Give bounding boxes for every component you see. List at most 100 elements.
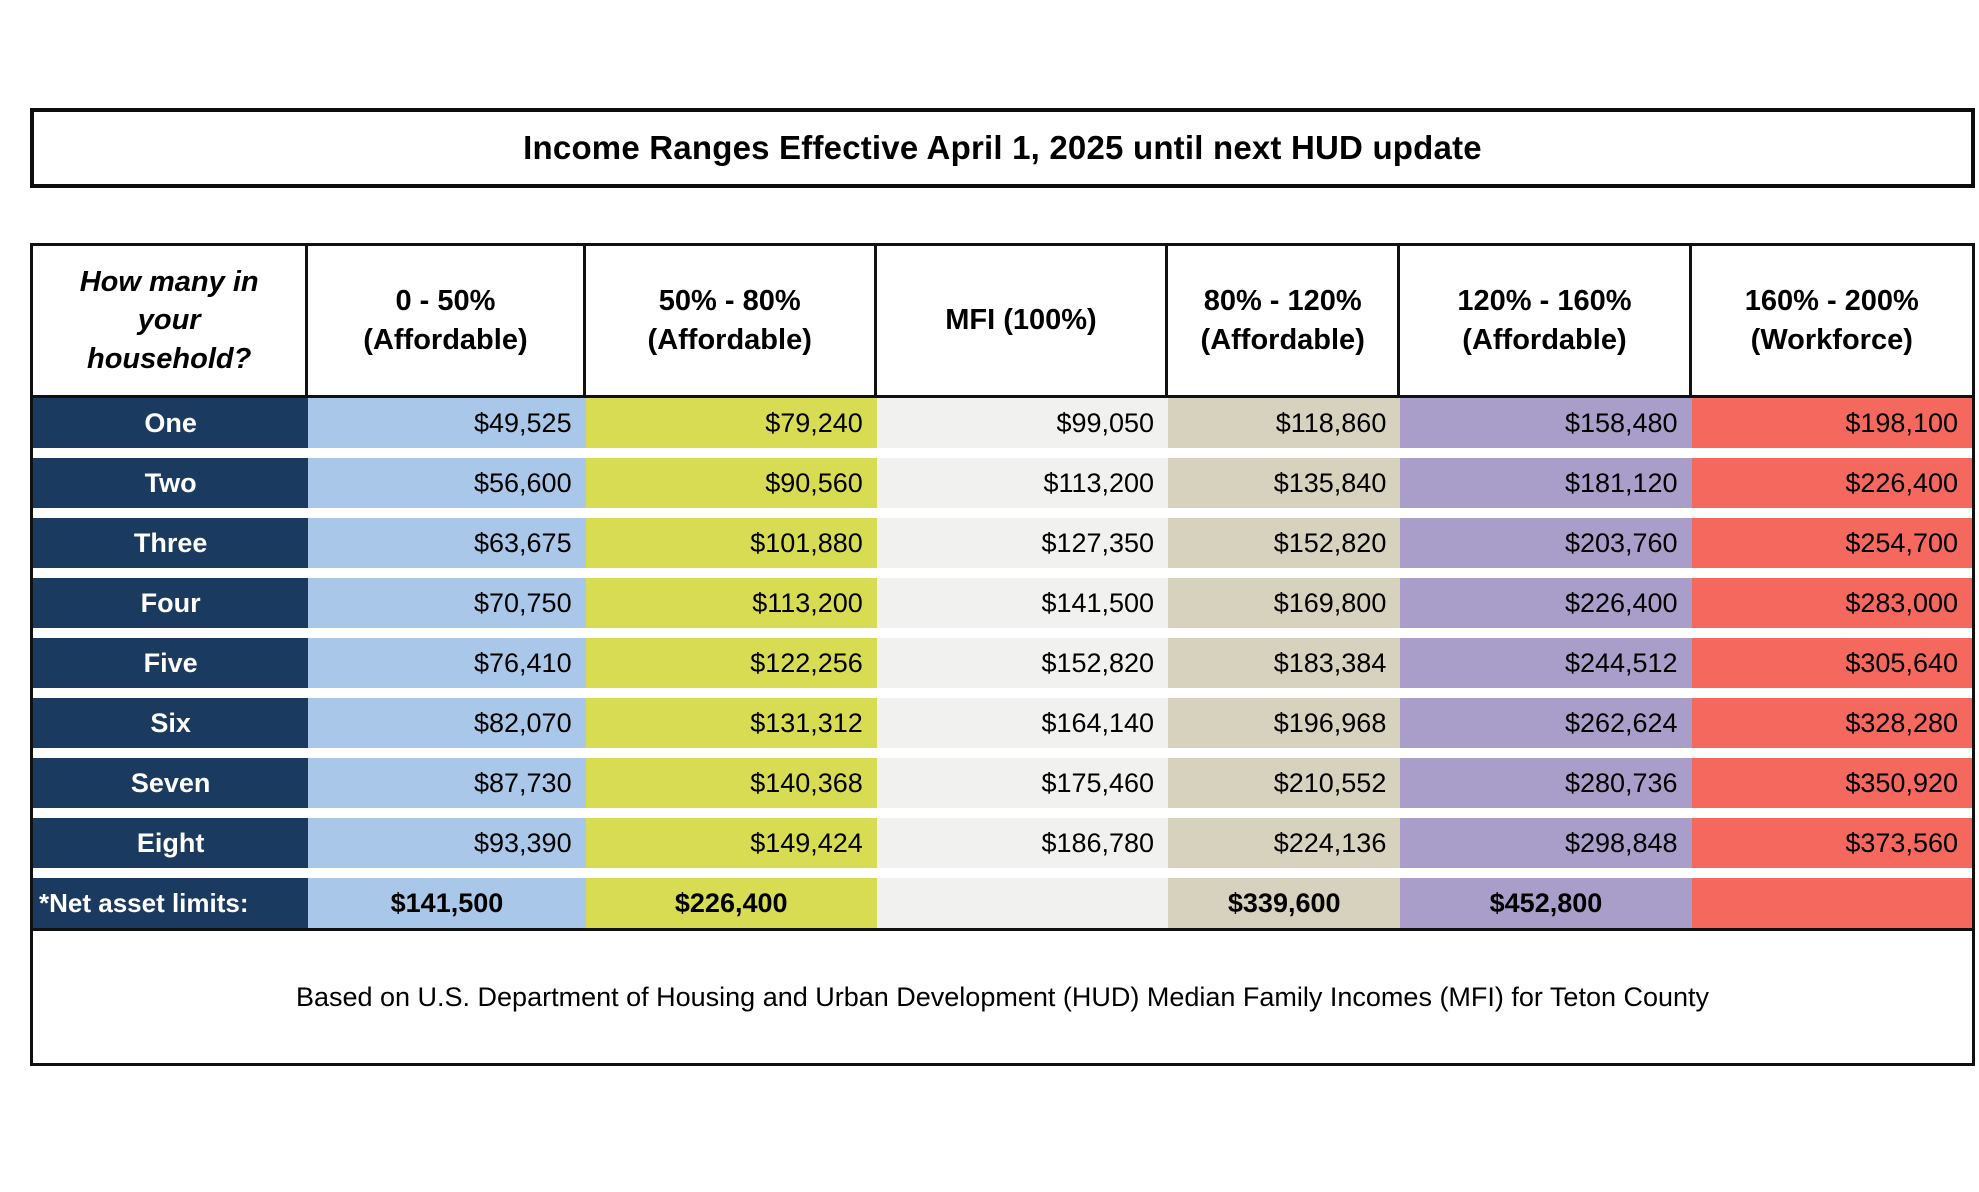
value-cell: $350,920 [1691, 758, 1972, 808]
value-cell: $122,256 [585, 638, 877, 688]
value-cell: $280,736 [1400, 758, 1692, 808]
value-cell: $135,840 [1168, 458, 1401, 508]
page-title: Income Ranges Effective April 1, 2025 un… [523, 129, 1482, 166]
table-body: One $49,525 $79,240 $99,050 $118,860 $158,480… [33, 398, 1972, 928]
value-cell: $140,368 [585, 758, 877, 808]
header-cell-line: 80% - 120% [1203, 285, 1362, 318]
row-label: *Net asset limits: [33, 878, 309, 928]
value-cell: $70,750 [308, 578, 586, 628]
header-cell-5: 120% - 160% (Affordable) [1400, 246, 1692, 395]
header-cell-line: (Affordable) [1200, 323, 1365, 356]
table-row: Seven $87,730 $140,368 $175,460 $210,552 $280… [33, 758, 1972, 808]
header-cell-6: 160% - 200% (Workforce) [1691, 246, 1972, 395]
value-cell: $244,512 [1400, 638, 1692, 688]
value-cell: $79,240 [585, 398, 877, 448]
value-cell: $141,500 [876, 578, 1169, 628]
value-cell: $49,525 [308, 398, 586, 448]
header-cell-line: household? [87, 342, 252, 375]
value-cell: $158,480 [1400, 398, 1692, 448]
value-cell: $196,968 [1168, 698, 1401, 748]
header-cell-line: MFI (100%) [945, 304, 1097, 337]
value-cell: $181,120 [1400, 458, 1692, 508]
value-cell: $152,820 [876, 638, 1169, 688]
value-cell: $226,400 [1400, 578, 1692, 628]
table-row: Two $56,600 $90,560 $113,200 $135,840 $181,12… [33, 458, 1972, 508]
value-cell: $210,552 [1168, 758, 1401, 808]
header-cell-0: How many in your household? [33, 246, 309, 395]
row-label: Five [33, 638, 309, 688]
value-cell: $175,460 [876, 758, 1169, 808]
value-cell: $113,200 [585, 578, 877, 628]
header-cell-line: (Affordable) [1462, 323, 1627, 356]
header-cell-line: (Workforce) [1750, 323, 1913, 356]
table-row: Five $76,410 $122,256 $152,820 $183,384 $244,… [33, 638, 1972, 688]
value-cell: $90,560 [585, 458, 877, 508]
row-label: Six [33, 698, 309, 748]
row-label: Four [33, 578, 309, 628]
value-cell: $328,280 [1691, 698, 1972, 748]
value-cell: $63,675 [308, 518, 586, 568]
value-cell: $76,410 [308, 638, 586, 688]
row-label: One [33, 398, 309, 448]
table-row: Eight $93,390 $149,424 $186,780 $224,136 $298… [33, 818, 1972, 868]
table-row: Four $70,750 $113,200 $141,500 $169,800 $226,… [33, 578, 1972, 628]
value-cell: $149,424 [585, 818, 877, 868]
value-cell: $186,780 [876, 818, 1169, 868]
table-row: One $49,525 $79,240 $99,050 $118,860 $158,480… [33, 398, 1972, 448]
value-cell: $262,624 [1400, 698, 1692, 748]
value-cell: $452,800 [1400, 878, 1692, 928]
value-cell: $254,700 [1691, 518, 1972, 568]
value-cell: $127,350 [876, 518, 1169, 568]
header-cell-line: 50% - 80% [658, 285, 801, 318]
value-cell: $203,760 [1400, 518, 1692, 568]
value-cell: $164,140 [876, 698, 1169, 748]
value-cell [876, 878, 1169, 928]
value-cell: $226,400 [585, 878, 877, 928]
header-cell-3: MFI (100%) [876, 246, 1169, 395]
title-box: Income Ranges Effective April 1, 2025 un… [30, 108, 1975, 188]
header-cell-line: your [137, 304, 201, 337]
header-cell-line: (Affordable) [647, 323, 812, 356]
row-label: Two [33, 458, 309, 508]
table-row: Six $82,070 $131,312 $164,140 $196,968 $262,6… [33, 698, 1972, 748]
value-cell: $131,312 [585, 698, 877, 748]
net-asset-limits-row: *Net asset limits: $141,500 $226,400 $339,6… [33, 878, 1972, 928]
value-cell: $305,640 [1691, 638, 1972, 688]
value-cell: $152,820 [1168, 518, 1401, 568]
value-cell: $198,100 [1691, 398, 1972, 448]
value-cell: $224,136 [1168, 818, 1401, 868]
value-cell: $101,880 [585, 518, 877, 568]
content-area: Income Ranges Effective April 1, 2025 un… [30, 108, 1975, 1066]
header-cell-line: 120% - 160% [1457, 285, 1632, 318]
value-cell: $87,730 [308, 758, 586, 808]
value-cell: $82,070 [308, 698, 586, 748]
header-cell-1: 0 - 50% (Affordable) [308, 246, 586, 395]
value-cell: $56,600 [308, 458, 586, 508]
table-row: Three $63,675 $101,880 $127,350 $152,820 $203… [33, 518, 1972, 568]
header-cell-2: 50% - 80% (Affordable) [585, 246, 877, 395]
row-label: Three [33, 518, 309, 568]
header-cell-line: How many in [79, 266, 259, 299]
footer-note: Based on U.S. Department of Housing and … [295, 981, 1710, 1012]
row-label: Eight [33, 818, 309, 868]
table-header-row: How many in your household? 0 - 50% (Afforda… [33, 246, 1972, 398]
value-cell: $373,560 [1691, 818, 1972, 868]
value-cell: $283,000 [1691, 578, 1972, 628]
value-cell: $113,200 [876, 458, 1169, 508]
row-label: Seven [33, 758, 309, 808]
header-cell-line: (Affordable) [363, 323, 528, 356]
value-cell: $99,050 [876, 398, 1169, 448]
value-cell: $339,600 [1168, 878, 1401, 928]
header-cell-line: 0 - 50% [395, 285, 496, 318]
value-cell: $226,400 [1691, 458, 1972, 508]
value-cell: $141,500 [308, 878, 586, 928]
value-cell: $183,384 [1168, 638, 1401, 688]
income-table: How many in your household? 0 - 50% (Afforda… [30, 243, 1975, 931]
value-cell: $118,860 [1168, 398, 1401, 448]
header-cell-line: 160% - 200% [1744, 285, 1919, 318]
header-cell-4: 80% - 120% (Affordable) [1168, 246, 1401, 395]
value-cell: $93,390 [308, 818, 586, 868]
value-cell: $169,800 [1168, 578, 1401, 628]
value-cell: $298,848 [1400, 818, 1692, 868]
